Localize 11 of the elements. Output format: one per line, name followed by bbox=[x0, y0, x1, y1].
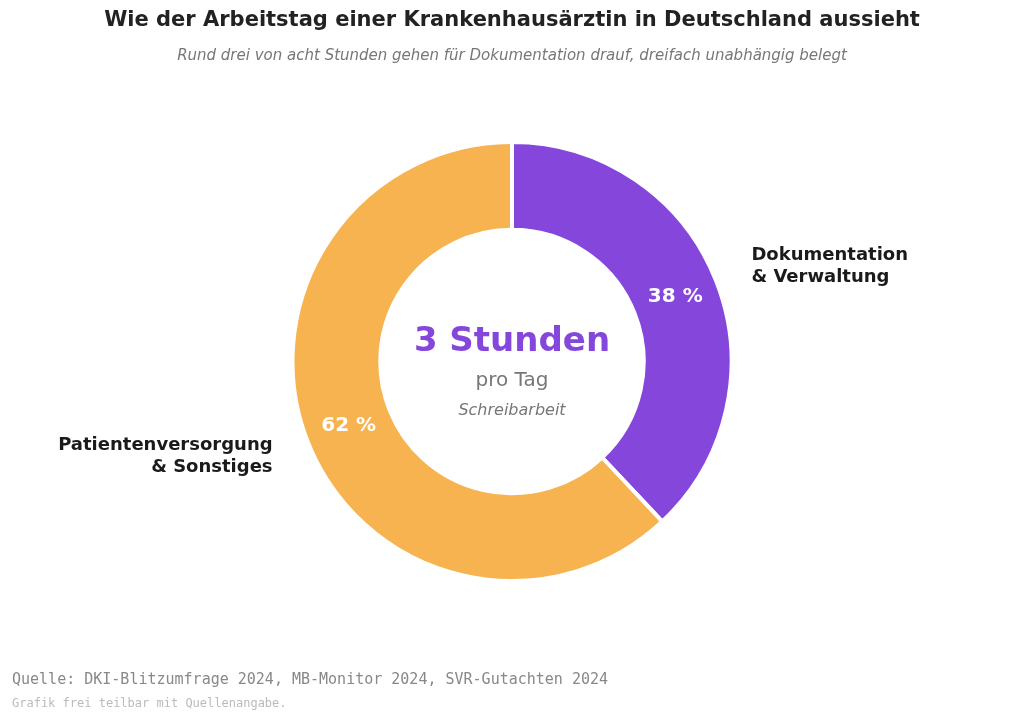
text: Grafik frei teilbar mit Quellenangabe. bbox=[12, 696, 287, 711]
chart-title: Wie der Arbeitstag einer Krankenhausärztin in Deutschland aussieht bbox=[104, 7, 920, 32]
text: pro Tag bbox=[475, 366, 549, 391]
text: 3 Stunden bbox=[413, 319, 611, 360]
data-label: 62 % bbox=[321, 412, 377, 437]
source-note: Quelle: DKI-Blitzumfrage 2024, MB-Monitor 2024, SVR-Gutachten 2024 bbox=[12, 669, 609, 688]
slice-label: Dokumentation & Verwaltung bbox=[751, 243, 908, 287]
slice-label: Patientenversorgung & Sonstiges bbox=[58, 432, 273, 476]
chart-subtitle: Rund drei von acht Stunden gehen für Dokumentation drauf, dreifach unabhängig belegt bbox=[177, 45, 848, 64]
text: Schreibarbeit bbox=[458, 399, 567, 419]
data-label: 38 % bbox=[647, 283, 703, 308]
